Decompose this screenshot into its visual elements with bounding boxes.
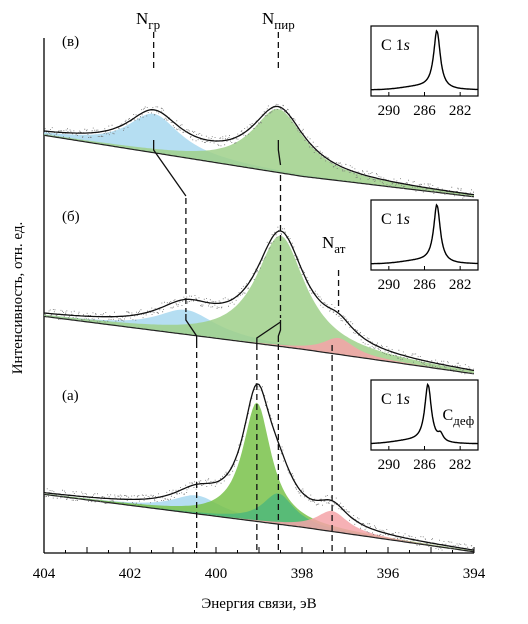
x-axis-label: Энергия связи, эВ — [201, 596, 316, 612]
background-line — [44, 315, 474, 375]
c1s-inset: C 1s 290 286 282 — [370, 199, 479, 293]
c1s-spectrum-line — [371, 203, 478, 265]
inset-tick-label: 290 — [378, 103, 401, 119]
inset-label: C 1s — [381, 391, 410, 408]
fit-envelope-line — [44, 105, 474, 196]
panel-label-b: (б) — [62, 209, 80, 225]
c1s-spectrum-line — [371, 382, 478, 445]
x-tick-label: 404 — [33, 566, 56, 582]
component-peak — [44, 113, 474, 197]
raw-data-points — [44, 103, 474, 199]
guide-connector-line — [256, 321, 281, 344]
x-tick-label: 402 — [119, 566, 142, 582]
x-tick-label: 400 — [205, 566, 228, 582]
spectrum-panel — [44, 103, 474, 199]
spectrum-panel — [44, 383, 474, 553]
background-line — [44, 493, 474, 553]
guide-connector-line — [277, 140, 282, 166]
insets-layer: C 1s 290 286 282 C 1s 290 286 282 C 1s Cдеф 290 286… — [370, 25, 479, 473]
inset-label: C 1s — [381, 211, 410, 228]
x-ticks-layer: 404 402 400 398 396 394 — [33, 547, 486, 582]
fit-envelope-line — [44, 230, 474, 372]
inset-frame — [370, 25, 479, 97]
inset-tick-label: 290 — [378, 457, 401, 473]
panel-label-a: (а) — [62, 388, 79, 404]
c1s-inset: C 1s Cдеф 290 286 282 — [370, 379, 479, 473]
guide-connector-line — [152, 140, 187, 197]
y-axis-label: Интенсивность, отн. ед. — [10, 222, 26, 375]
guide-lines-layer — [152, 32, 340, 553]
c1s-inset: C 1s 290 286 282 — [370, 25, 479, 119]
x-tick-label: 398 — [291, 566, 314, 582]
inset-label: C 1s — [381, 37, 410, 54]
spectra-layer — [44, 103, 474, 553]
fit-envelope-line — [44, 383, 474, 551]
component-peak — [44, 402, 474, 552]
c1s-spectrum-line — [371, 29, 478, 91]
guide-connector-line — [277, 320, 282, 342]
inset-tick-label: 282 — [449, 277, 472, 293]
inset-defect-label: Cдеф — [443, 407, 475, 428]
x-tick-label: 394 — [463, 566, 486, 582]
inset-frame — [370, 199, 479, 271]
inset-tick-label: 282 — [449, 457, 472, 473]
component-peak — [44, 108, 474, 197]
guide-connector-line — [185, 314, 198, 342]
peak-label-ngr: Nгр — [136, 9, 160, 32]
inset-tick-label: 290 — [378, 277, 401, 293]
peak-label-nat: Nат — [322, 233, 346, 256]
inset-tick-label: 286 — [413, 457, 436, 473]
inset-tick-label: 286 — [413, 103, 436, 119]
spectrum-panel — [44, 226, 474, 375]
panel-label-v: (в) — [62, 34, 79, 50]
component-peak — [44, 235, 474, 374]
inset-tick-label: 282 — [449, 103, 472, 119]
peak-label-npir: Nпир — [262, 9, 295, 32]
inset-tick-label: 286 — [413, 277, 436, 293]
inset-frame — [370, 379, 479, 451]
background-line — [44, 134, 474, 198]
x-tick-label: 396 — [377, 566, 400, 582]
